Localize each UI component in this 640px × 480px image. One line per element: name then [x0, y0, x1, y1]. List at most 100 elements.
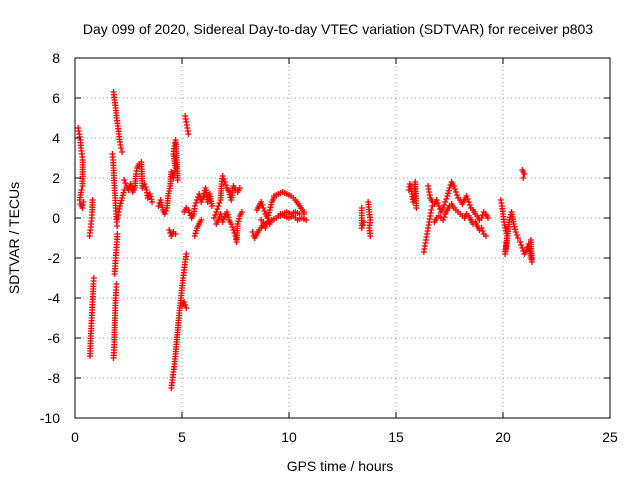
data-point [451, 186, 458, 192]
data-point [185, 131, 192, 137]
data-point [523, 247, 530, 253]
data-point [186, 209, 193, 216]
data-point [204, 199, 211, 205]
data-point [265, 212, 272, 219]
data-point [413, 205, 420, 211]
data-point [214, 206, 221, 212]
y-tick-label: -8 [48, 370, 61, 386]
y-tick-label: 0 [52, 210, 60, 226]
data-point [519, 245, 526, 251]
data-point [89, 197, 96, 203]
data-point [261, 222, 268, 228]
data-point [200, 193, 207, 199]
data-point [117, 200, 124, 207]
data-point [142, 184, 149, 190]
data-point [512, 229, 519, 235]
data-point [360, 219, 367, 225]
data-point [198, 199, 205, 205]
data-point [220, 216, 227, 222]
data-point [518, 242, 525, 248]
data-point [445, 187, 452, 194]
data-point [485, 215, 492, 221]
data-point [234, 221, 241, 227]
data-point [453, 192, 460, 198]
data-point [440, 217, 447, 223]
data-point [300, 211, 307, 217]
data-point [90, 275, 97, 281]
data-point [219, 173, 226, 179]
data-point [215, 217, 222, 223]
data-point [261, 208, 268, 214]
data-point [215, 203, 222, 209]
data-point [219, 219, 226, 225]
data-point [221, 179, 228, 185]
data-point [260, 219, 267, 225]
data-point [259, 202, 266, 208]
data-point [161, 211, 168, 217]
plot-frame [74, 57, 611, 419]
data-point [236, 215, 243, 222]
data-point [479, 228, 486, 234]
data-point [199, 196, 206, 202]
data-point [225, 214, 232, 221]
x-tick-label: 10 [281, 429, 297, 445]
data-point [216, 200, 223, 206]
data-point [127, 181, 134, 187]
x-tick-label: 25 [602, 429, 618, 445]
data-point [146, 191, 153, 197]
data-point [514, 235, 521, 241]
data-point [434, 200, 441, 206]
data-point [450, 183, 457, 189]
data-point [446, 185, 453, 191]
data-point [198, 217, 205, 223]
data-point [268, 201, 275, 208]
data-point [511, 223, 518, 230]
y-tick-label: -10 [40, 410, 60, 426]
y-tick-label: -2 [48, 250, 61, 266]
data-point [445, 190, 452, 197]
data-point [211, 215, 218, 221]
data-point [223, 209, 230, 215]
data-point [114, 223, 121, 229]
data-point [191, 203, 198, 209]
data-point [118, 145, 125, 151]
data-point [510, 221, 517, 227]
data-point [185, 207, 192, 213]
data-point [235, 218, 242, 225]
data-point [119, 149, 126, 155]
data-point [266, 209, 273, 216]
data-point [236, 185, 243, 191]
data-point [441, 214, 448, 220]
grid [75, 58, 610, 418]
data-point [260, 205, 267, 211]
data-point [520, 175, 527, 181]
y-tick-label: 4 [52, 130, 60, 146]
x-tick-label: 20 [495, 429, 511, 445]
data-point [264, 215, 271, 221]
data-point [192, 230, 199, 237]
data-point [230, 227, 237, 233]
chart-title: Day 099 of 2020, Sidereal Day-to-day VTE… [83, 21, 593, 37]
data-point [155, 203, 162, 209]
data-point [196, 191, 203, 197]
x-tick-label: 0 [71, 429, 79, 445]
data-points [75, 89, 535, 391]
data-point [125, 187, 132, 193]
data-point [79, 183, 86, 189]
data-point [166, 227, 173, 233]
data-point [193, 227, 200, 234]
data-point [267, 204, 274, 211]
data-point [118, 197, 125, 204]
data-point [442, 199, 449, 205]
data-point [172, 231, 179, 237]
data-point [512, 226, 519, 233]
data-point [266, 207, 273, 213]
data-point [213, 209, 220, 215]
data-point [249, 229, 256, 235]
data-point [482, 233, 489, 239]
data-point [238, 209, 245, 215]
data-point [121, 177, 128, 183]
y-tick-label: 8 [52, 50, 60, 66]
data-point [116, 203, 123, 209]
data-point [113, 281, 120, 287]
